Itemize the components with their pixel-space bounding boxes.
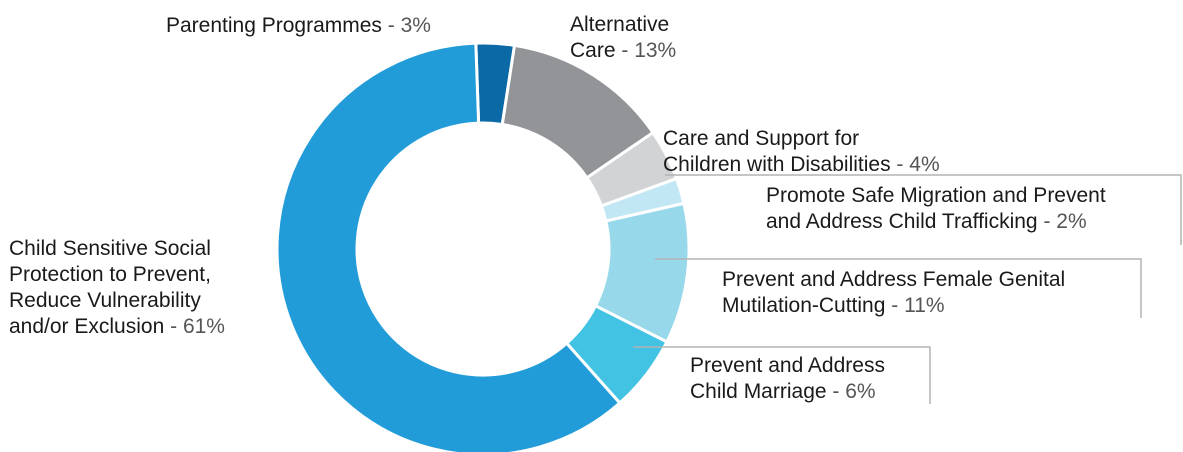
donut-slice-6	[275, 41, 622, 452]
donut-slices	[275, 41, 691, 452]
label-parenting-programmes: Parenting Programmes - 3%	[166, 14, 431, 37]
leader-line-safe-migration	[665, 174, 1182, 245]
label-social-protection: Child Sensitive Social Protection to Pre…	[9, 237, 225, 338]
label-safe-migration: Promote Safe Migration and Prevent and A…	[766, 184, 1106, 233]
label-disabilities: Care and Support for Children with Disab…	[663, 127, 940, 176]
label-child-marriage: Prevent and Address Child Marriage - 6%	[690, 354, 885, 403]
leader-lines	[633, 174, 1182, 404]
leader-line-child-marriage	[633, 346, 931, 404]
label-fgm: Prevent and Address Female Genital Mutil…	[722, 268, 1066, 317]
leader-line-fgm	[655, 258, 1142, 318]
label-alternative-care: Alternative Care - 13%	[570, 13, 677, 62]
